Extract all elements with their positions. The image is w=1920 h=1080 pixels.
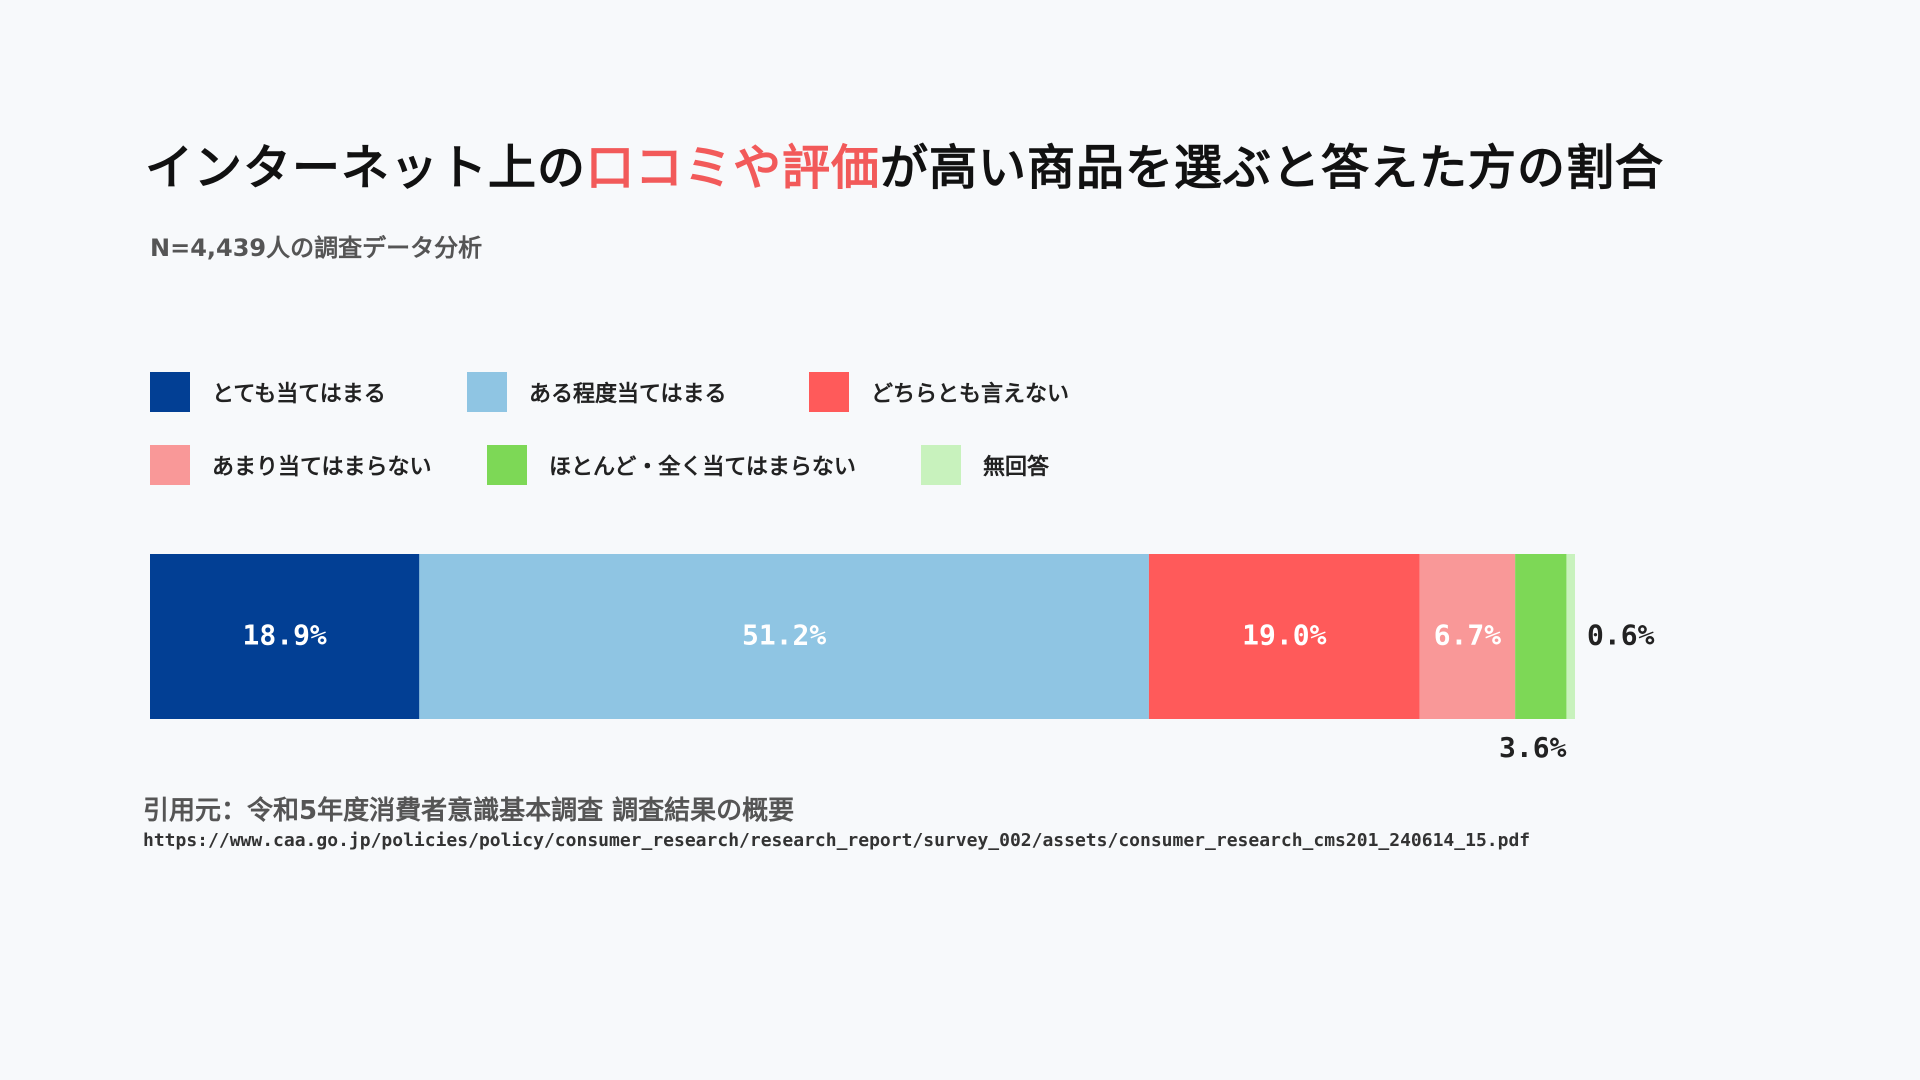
legend-item-1: とても当てはまる	[150, 372, 386, 412]
source-citation: 引用元：令和5年度消費者意識基本調査 調査結果の概要	[143, 796, 795, 826]
chart-title: インターネット上の口コミや評価が高い商品を選ぶと答えた方の割合	[145, 128, 1664, 198]
bar-segment-6	[1566, 554, 1575, 719]
legend-swatch-4	[150, 445, 190, 485]
bar-segment-5	[1515, 554, 1567, 719]
legend-swatch-3	[809, 372, 849, 412]
legend-swatch-6	[921, 445, 961, 485]
bar-segment-3	[1148, 554, 1420, 719]
bar-segment-2	[419, 554, 1149, 719]
legend-item-3: どちらとも言えない	[809, 372, 1069, 412]
data-label-2: 51.2%	[742, 619, 826, 652]
data-label-6: 0.6%	[1587, 619, 1655, 652]
legend-item-6: 無回答	[921, 445, 1049, 485]
chart-subtitle: N=4,439人の調査データ分析	[150, 234, 483, 262]
bar-segment-1	[150, 554, 420, 719]
legend-swatch-2	[467, 372, 507, 412]
data-label-1: 18.9%	[243, 619, 327, 652]
legend-swatch-1	[150, 372, 190, 412]
legend-label-1: とても当てはまる	[212, 382, 386, 407]
legend-item-2: ある程度当てはまる	[467, 372, 727, 412]
legend-item-5: ほとんど・全く当てはまらない	[487, 445, 856, 485]
data-label-5: 3.6%	[1499, 731, 1567, 764]
title-part-1: インターネット上の	[145, 140, 587, 196]
legend-label-5: ほとんど・全く当てはまらない	[549, 455, 856, 480]
title-highlight: 口コミや評価	[586, 140, 881, 196]
legend-label-2: ある程度当てはまる	[529, 382, 727, 407]
legend-label-4: あまり当てはまらない	[212, 455, 432, 480]
data-label-4: 6.7%	[1434, 619, 1502, 652]
legend-item-4: あまり当てはまらない	[150, 445, 432, 485]
bar-segment-4	[1419, 554, 1516, 719]
legend-swatch-5	[487, 445, 527, 485]
data-label-3: 19.0%	[1242, 619, 1326, 652]
legend-label-3: どちらとも言えない	[871, 382, 1070, 407]
title-part-2: が高い商品を選ぶと答えた方の割合	[880, 140, 1665, 196]
source-url[interactable]: https://www.caa.go.jp/policies/policy/co…	[143, 830, 1531, 851]
legend-label-6: 無回答	[983, 455, 1050, 480]
